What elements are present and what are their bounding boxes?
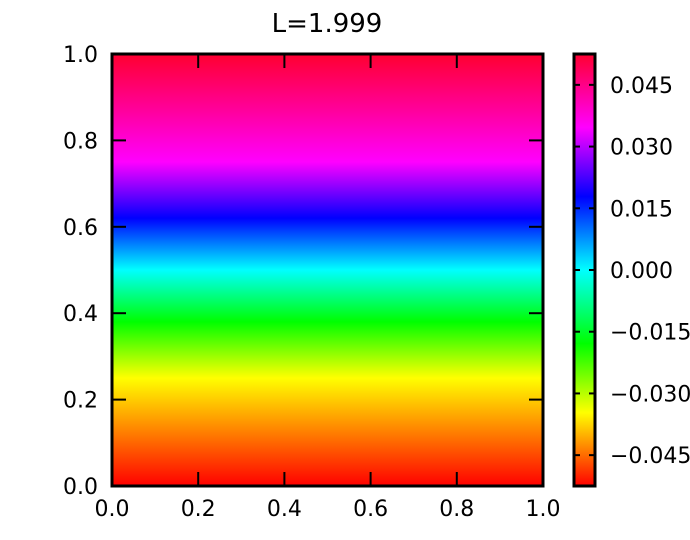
colorbar-fill	[574, 54, 595, 486]
y-tick-label: 0.6	[63, 216, 98, 241]
y-axis: 0.0 0.2 0.4 0.6 0.8 1.0	[63, 43, 543, 500]
colorbar-tick-label: 0.015	[610, 197, 673, 222]
y-tick-label: 0.2	[63, 389, 98, 414]
colorbar-axis: 0.045 0.030 0.015 0.000 −0.015 −0.030 −0.045	[574, 74, 690, 469]
plot-frame	[110, 52, 545, 488]
x-axis: 0.0 0.2 0.4 0.6 0.8 1.0	[95, 54, 561, 522]
x-tick-label: 0.0	[95, 497, 130, 522]
colorbar-tick-label: 0.000	[610, 259, 673, 284]
y-tick-label: 1.0	[63, 43, 98, 68]
x-tick-label: 0.8	[439, 497, 474, 522]
x-tick-label: 0.2	[181, 497, 216, 522]
colorbar-tick-label: −0.015	[610, 321, 690, 346]
colorbar-tick-label: −0.045	[610, 444, 690, 469]
y-tick-label: 0.8	[63, 129, 98, 154]
x-tick-label: 1.0	[526, 497, 561, 522]
colorbar-tick-label: 0.045	[610, 74, 673, 99]
colorbar-tick-label: 0.030	[610, 136, 673, 161]
colorbar-tick-label: −0.030	[610, 382, 690, 407]
heatmap-field	[112, 54, 543, 486]
chart-title: L=1.999	[272, 9, 383, 39]
y-tick-label: 0.4	[63, 302, 98, 327]
y-tick-label: 0.0	[63, 475, 98, 500]
x-tick-label: 0.4	[267, 497, 302, 522]
x-tick-label: 0.6	[353, 497, 388, 522]
